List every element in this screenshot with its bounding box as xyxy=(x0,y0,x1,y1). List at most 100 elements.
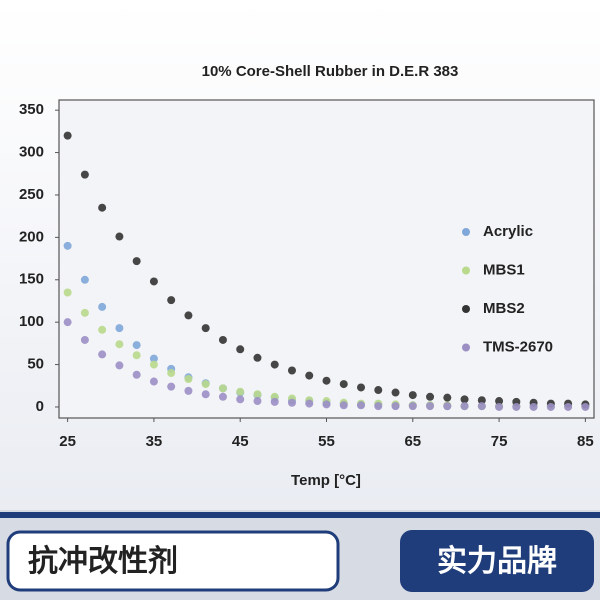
x-axis-label: Temp [°C] xyxy=(291,472,361,489)
point xyxy=(149,360,158,369)
point xyxy=(253,390,262,399)
point xyxy=(374,386,383,395)
point xyxy=(167,296,176,305)
banner-left-text: 抗冲改性剂 xyxy=(28,544,178,578)
point xyxy=(236,387,245,396)
chart-title: 10% Core-Shell Rubber in D.E.R 383 xyxy=(202,63,459,80)
banner-right-text: 实力品牌 xyxy=(437,544,557,578)
legend-marker xyxy=(462,266,470,275)
point xyxy=(357,383,366,392)
x-tick-label: 25 xyxy=(59,433,76,450)
point xyxy=(477,396,486,405)
point xyxy=(322,376,331,385)
point xyxy=(391,402,400,411)
point xyxy=(167,369,176,378)
point xyxy=(80,308,89,317)
point xyxy=(201,390,210,399)
point xyxy=(287,398,296,407)
point xyxy=(115,232,124,241)
legend-marker xyxy=(462,228,470,236)
point xyxy=(80,170,89,179)
point xyxy=(218,384,227,393)
point xyxy=(374,402,383,411)
point xyxy=(512,402,521,411)
legend-marker xyxy=(462,343,470,352)
point xyxy=(546,402,555,411)
x-tick-label: 65 xyxy=(404,433,421,450)
point xyxy=(564,402,573,411)
x-tick-label: 85 xyxy=(577,433,594,450)
point xyxy=(80,335,89,344)
point xyxy=(184,386,193,395)
point xyxy=(408,402,417,411)
point xyxy=(218,335,227,344)
point xyxy=(529,402,538,411)
point xyxy=(305,399,314,408)
point xyxy=(201,380,210,389)
legend-label: TMS-2670 xyxy=(483,338,553,355)
y-tick-label: 50 xyxy=(27,356,44,373)
point xyxy=(149,277,158,286)
point xyxy=(408,391,417,400)
y-tick-label: 250 xyxy=(19,186,44,203)
x-tick-label: 75 xyxy=(491,433,508,450)
plot-area xyxy=(58,99,595,419)
legend-label: MBS1 xyxy=(483,261,525,278)
point xyxy=(460,402,469,411)
point xyxy=(184,374,193,383)
y-tick-label: 100 xyxy=(19,313,44,330)
point xyxy=(443,393,452,402)
x-tick-label: 55 xyxy=(318,433,335,450)
point xyxy=(391,388,400,397)
y-tick-label: 350 xyxy=(19,101,44,118)
y-tick-label: 150 xyxy=(19,271,44,288)
point xyxy=(63,318,72,327)
point xyxy=(132,257,141,266)
y-tick-label: 300 xyxy=(19,144,44,161)
point xyxy=(443,402,452,411)
point xyxy=(63,288,72,297)
point xyxy=(149,354,158,363)
point xyxy=(357,401,366,410)
point xyxy=(115,324,124,333)
point xyxy=(495,397,504,406)
point xyxy=(63,131,72,140)
point xyxy=(236,345,245,354)
point xyxy=(270,397,279,406)
point xyxy=(167,382,176,391)
point xyxy=(98,325,107,334)
point xyxy=(322,400,331,409)
point xyxy=(339,401,348,410)
y-tick-label: 0 xyxy=(36,398,44,415)
point xyxy=(115,361,124,370)
point xyxy=(426,402,435,411)
point xyxy=(201,324,210,333)
legend-marker xyxy=(462,305,470,313)
point xyxy=(218,392,227,401)
banner-right-box xyxy=(400,530,594,592)
banner-left-box xyxy=(6,530,340,592)
point xyxy=(287,366,296,375)
point xyxy=(132,351,141,360)
banner-line xyxy=(0,512,600,518)
point xyxy=(581,402,590,411)
x-tick-label: 45 xyxy=(232,433,249,450)
y-tick-label: 200 xyxy=(19,228,44,245)
point xyxy=(236,395,245,404)
point xyxy=(339,380,348,389)
point xyxy=(98,350,107,359)
point xyxy=(132,341,141,350)
point xyxy=(270,360,279,369)
point xyxy=(253,353,262,362)
point xyxy=(149,377,158,386)
point xyxy=(98,302,107,311)
point xyxy=(426,392,435,401)
point xyxy=(184,311,193,320)
point xyxy=(460,395,469,404)
legend-label: MBS2 xyxy=(483,300,525,317)
point xyxy=(98,203,107,212)
point xyxy=(132,370,141,379)
point xyxy=(253,397,262,406)
